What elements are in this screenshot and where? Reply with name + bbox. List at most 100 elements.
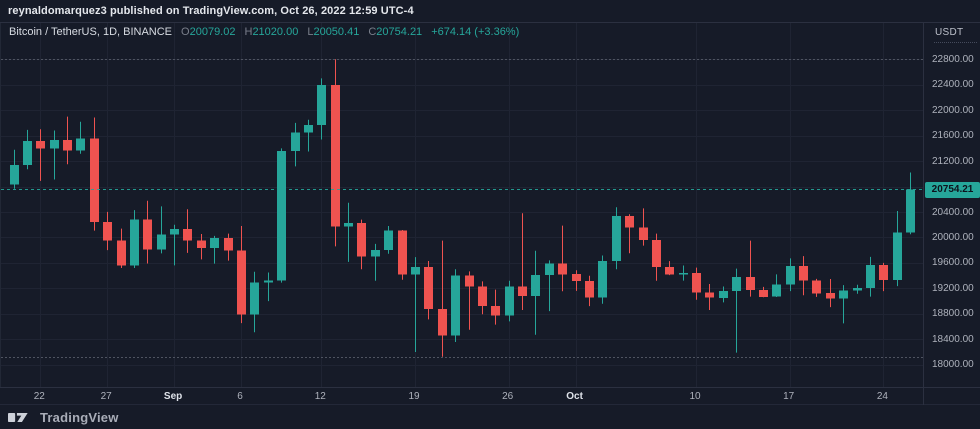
chart-legend: Bitcoin / TetherUS, 1D, BINANCE O20079.0… — [9, 26, 519, 38]
candle — [812, 278, 821, 297]
publish-bar: reynaldomarquez3 published on TradingVie… — [0, 0, 980, 23]
footer-bar: TradingView — [0, 405, 980, 429]
candle — [732, 268, 741, 353]
candle — [157, 206, 166, 254]
candle — [478, 281, 487, 315]
candle — [317, 78, 326, 140]
candle — [518, 213, 527, 310]
candle — [839, 285, 848, 324]
price-tick-label: 22800.00 — [932, 53, 974, 65]
candle — [130, 210, 139, 268]
candle — [612, 207, 621, 270]
candle — [665, 261, 674, 276]
candle — [264, 272, 273, 302]
candle — [879, 262, 888, 292]
candle — [438, 240, 447, 357]
candle — [746, 240, 755, 297]
candle — [786, 258, 795, 292]
candle — [799, 256, 808, 296]
change-value: +674.14 (+3.36%) — [431, 26, 520, 38]
price-tick-label: 18400.00 — [932, 333, 974, 345]
candle — [465, 271, 474, 330]
ohlc-close: C20754.21 — [368, 26, 423, 38]
symbol-title[interactable]: Bitcoin / TetherUS, 1D, BINANCE — [9, 26, 173, 38]
candle — [652, 233, 661, 281]
candle — [759, 286, 768, 298]
time-tick-label: 19 — [408, 391, 420, 402]
candle — [170, 224, 179, 266]
candle — [63, 116, 72, 165]
time-tick-label: 24 — [876, 391, 888, 402]
candle — [625, 214, 634, 254]
time-tick-label: 17 — [783, 391, 795, 402]
candle — [893, 211, 902, 287]
candle — [826, 278, 835, 308]
time-tick-label: 26 — [502, 391, 514, 402]
candle — [451, 269, 460, 343]
candle — [197, 233, 206, 260]
candle — [719, 286, 728, 303]
candle — [291, 122, 300, 167]
candle — [250, 271, 259, 333]
candle — [585, 275, 594, 307]
candle — [572, 270, 581, 291]
candle — [344, 202, 353, 262]
ohlc-high: H21020.00 — [244, 26, 299, 38]
currency-separator — [934, 42, 977, 43]
candle — [906, 172, 915, 235]
ohlc-open: O20079.02 — [181, 26, 236, 38]
price-tick-label: 18800.00 — [932, 308, 974, 320]
candle — [183, 209, 192, 253]
tradingview-brand[interactable]: TradingView — [40, 409, 119, 425]
candle — [50, 130, 59, 180]
price-tick-label: 20400.00 — [932, 206, 974, 218]
candle — [10, 149, 19, 189]
candle — [772, 274, 781, 297]
candlestick-chart-svg[interactable] — [1, 23, 923, 387]
candle — [143, 200, 152, 264]
candle — [531, 250, 540, 335]
candle — [505, 280, 514, 322]
publish-info: reynaldomarquez3 published on TradingVie… — [8, 5, 414, 17]
time-tick-label: Sep — [163, 391, 183, 402]
price-tick-label: 19600.00 — [932, 257, 974, 269]
candle — [558, 225, 567, 292]
candle — [398, 230, 407, 280]
price-axis[interactable]: USDT 20754.21 22800.00 22400.00 22000.00 21… — [923, 23, 980, 405]
candle — [639, 208, 648, 246]
candle — [679, 265, 688, 281]
candle — [277, 148, 286, 283]
time-tick-label: Oct — [566, 391, 583, 402]
time-tick-label: 22 — [33, 391, 45, 402]
chart-pane[interactable]: Bitcoin / TetherUS, 1D, BINANCE O20079.0… — [0, 23, 923, 387]
last-price-label: 20754.21 — [925, 181, 980, 198]
time-tick-label: 27 — [100, 391, 112, 402]
candle — [210, 235, 219, 264]
candle — [384, 225, 393, 254]
price-tick-label: 20000.00 — [932, 231, 974, 243]
candle — [76, 121, 85, 154]
ohlc-low: L20050.41 — [307, 26, 360, 38]
time-tick-label: 6 — [237, 391, 243, 402]
candle — [705, 284, 714, 310]
candle — [237, 225, 246, 324]
candle — [491, 289, 500, 325]
candle — [853, 284, 862, 294]
price-tick-label: 22000.00 — [932, 104, 974, 116]
price-tick-label: 18000.00 — [932, 359, 974, 371]
price-tick-label: 22400.00 — [932, 79, 974, 91]
candle — [598, 255, 607, 304]
candle — [23, 129, 32, 170]
price-tick-label: 21600.00 — [932, 130, 974, 142]
candle — [411, 257, 420, 352]
currency-label: USDT — [935, 27, 964, 38]
candle — [36, 129, 45, 181]
candle — [103, 211, 112, 251]
candle — [117, 228, 126, 268]
candle — [357, 219, 366, 270]
candle — [90, 117, 99, 231]
time-tick-label: 10 — [689, 391, 701, 402]
candle — [331, 59, 340, 247]
tradingview-logo-icon[interactable] — [8, 411, 33, 424]
time-axis[interactable]: 22 27 Sep 6 12 19 26 Oct 10 17 24 — [0, 387, 980, 405]
